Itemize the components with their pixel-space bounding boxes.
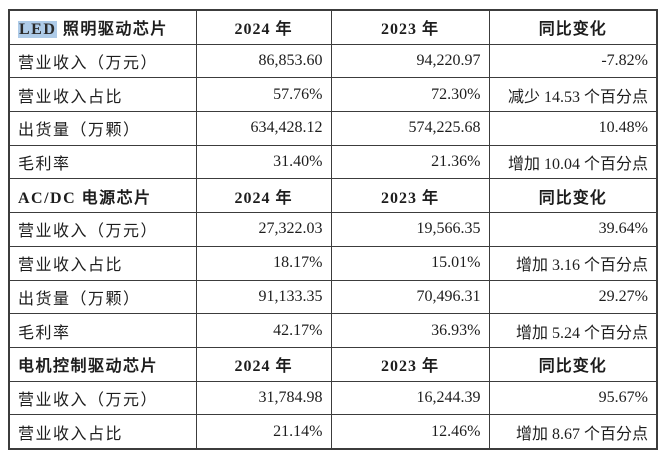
value-2024: 21.14% xyxy=(195,414,332,450)
search-highlight: LED xyxy=(18,21,58,39)
table-row: 营业收入（万元） 31,784.98 16,244.39 95.67% xyxy=(8,380,658,416)
section-title: AC/DC 电源芯片 xyxy=(8,178,197,214)
row-label: 出货量（万颗） xyxy=(8,279,197,315)
value-2024: 27,322.03 xyxy=(195,212,332,247)
column-header: 同比变化 xyxy=(488,346,658,382)
column-header: 2024 年 xyxy=(195,178,332,214)
column-header: 2023 年 xyxy=(330,346,490,382)
value-2024: 31,784.98 xyxy=(195,380,332,416)
table-row: 出货量（万颗） 634,428.12 574,225.68 10.48% xyxy=(8,111,658,146)
value-change: 减少 14.53 个百分点 xyxy=(488,77,658,113)
value-2024: 91,133.35 xyxy=(195,279,332,315)
value-2024: 86,853.60 xyxy=(195,43,332,79)
row-label: 营业收入（万元） xyxy=(8,212,197,247)
value-2024: 57.76% xyxy=(195,77,332,113)
column-header: 2024 年 xyxy=(195,346,332,382)
table-row: 出货量（万颗） 91,133.35 70,496.31 29.27% xyxy=(8,279,658,315)
value-2024: 18.17% xyxy=(195,245,332,281)
row-label: 营业收入占比 xyxy=(8,77,197,113)
value-2023: 21.36% xyxy=(330,144,490,180)
row-label: 毛利率 xyxy=(8,144,197,180)
value-2023: 16,244.39 xyxy=(330,380,490,416)
table-row: 营业收入占比 18.17% 15.01% 增加 3.16 个百分点 xyxy=(8,245,658,281)
value-2023: 70,496.31 xyxy=(330,279,490,315)
row-label: 营业收入占比 xyxy=(8,414,197,450)
column-header: 同比变化 xyxy=(488,178,658,214)
column-header: 2024 年 xyxy=(195,9,332,45)
column-header: 同比变化 xyxy=(488,9,658,45)
value-change: 95.67% xyxy=(488,380,658,416)
table-row: 营业收入占比 57.76% 72.30% 减少 14.53 个百分点 xyxy=(8,77,658,113)
value-change: 29.27% xyxy=(488,279,658,315)
row-label: 毛利率 xyxy=(8,313,197,348)
value-change: 39.64% xyxy=(488,212,658,247)
value-change: 增加 3.16 个百分点 xyxy=(488,245,658,281)
value-change: 10.48% xyxy=(488,111,658,146)
value-change: 增加 8.67 个百分点 xyxy=(488,414,658,450)
table-row: 毛利率 31.40% 21.36% 增加 10.04 个百分点 xyxy=(8,144,658,180)
value-2024: 42.17% xyxy=(195,313,332,348)
row-label: 出货量（万颗） xyxy=(8,111,197,146)
section-header-row: LED 照明驱动芯片 2024 年 2023 年同比变化 xyxy=(8,9,658,45)
row-label: 营业收入（万元） xyxy=(8,43,197,79)
value-change: 增加 10.04 个百分点 xyxy=(488,144,658,180)
value-change: 增加 5.24 个百分点 xyxy=(488,313,658,348)
page: LED 照明驱动芯片 2024 年 2023 年同比变化 营业收入（万元） 86,853… xyxy=(8,9,658,450)
value-2023: 36.93% xyxy=(330,313,490,348)
column-header: 2023 年 xyxy=(330,178,490,214)
value-2023: 12.46% xyxy=(330,414,490,450)
value-2023: 19,566.35 xyxy=(330,212,490,247)
row-label: 营业收入（万元） xyxy=(8,380,197,416)
section-header-row: AC/DC 电源芯片 2024 年 2023 年同比变化 xyxy=(8,178,658,214)
table-row: 营业收入占比 21.14% 12.46% 增加 8.67 个百分点 xyxy=(8,414,658,450)
value-2024: 31.40% xyxy=(195,144,332,180)
value-2023: 72.30% xyxy=(330,77,490,113)
table-row: 营业收入（万元） 27,322.03 19,566.35 39.64% xyxy=(8,212,658,247)
value-2023: 94,220.97 xyxy=(330,43,490,79)
report-table: LED 照明驱动芯片 2024 年 2023 年同比变化 营业收入（万元） 86,853… xyxy=(8,9,658,450)
value-2023: 15.01% xyxy=(330,245,490,281)
value-2024: 634,428.12 xyxy=(195,111,332,146)
section-title: 电机控制驱动芯片 xyxy=(8,346,197,382)
section-title: LED 照明驱动芯片 xyxy=(8,9,197,45)
value-2023: 574,225.68 xyxy=(330,111,490,146)
report-table-body: LED 照明驱动芯片 2024 年 2023 年同比变化 营业收入（万元） 86,853… xyxy=(8,9,658,450)
table-row: 营业收入（万元） 86,853.60 94,220.97 -7.82% xyxy=(8,43,658,79)
table-row: 毛利率 42.17% 36.93% 增加 5.24 个百分点 xyxy=(8,313,658,348)
row-label: 营业收入占比 xyxy=(8,245,197,281)
value-change: -7.82% xyxy=(488,43,658,79)
column-header: 2023 年 xyxy=(330,9,490,45)
section-header-row: 电机控制驱动芯片 2024 年 2023 年同比变化 xyxy=(8,346,658,382)
